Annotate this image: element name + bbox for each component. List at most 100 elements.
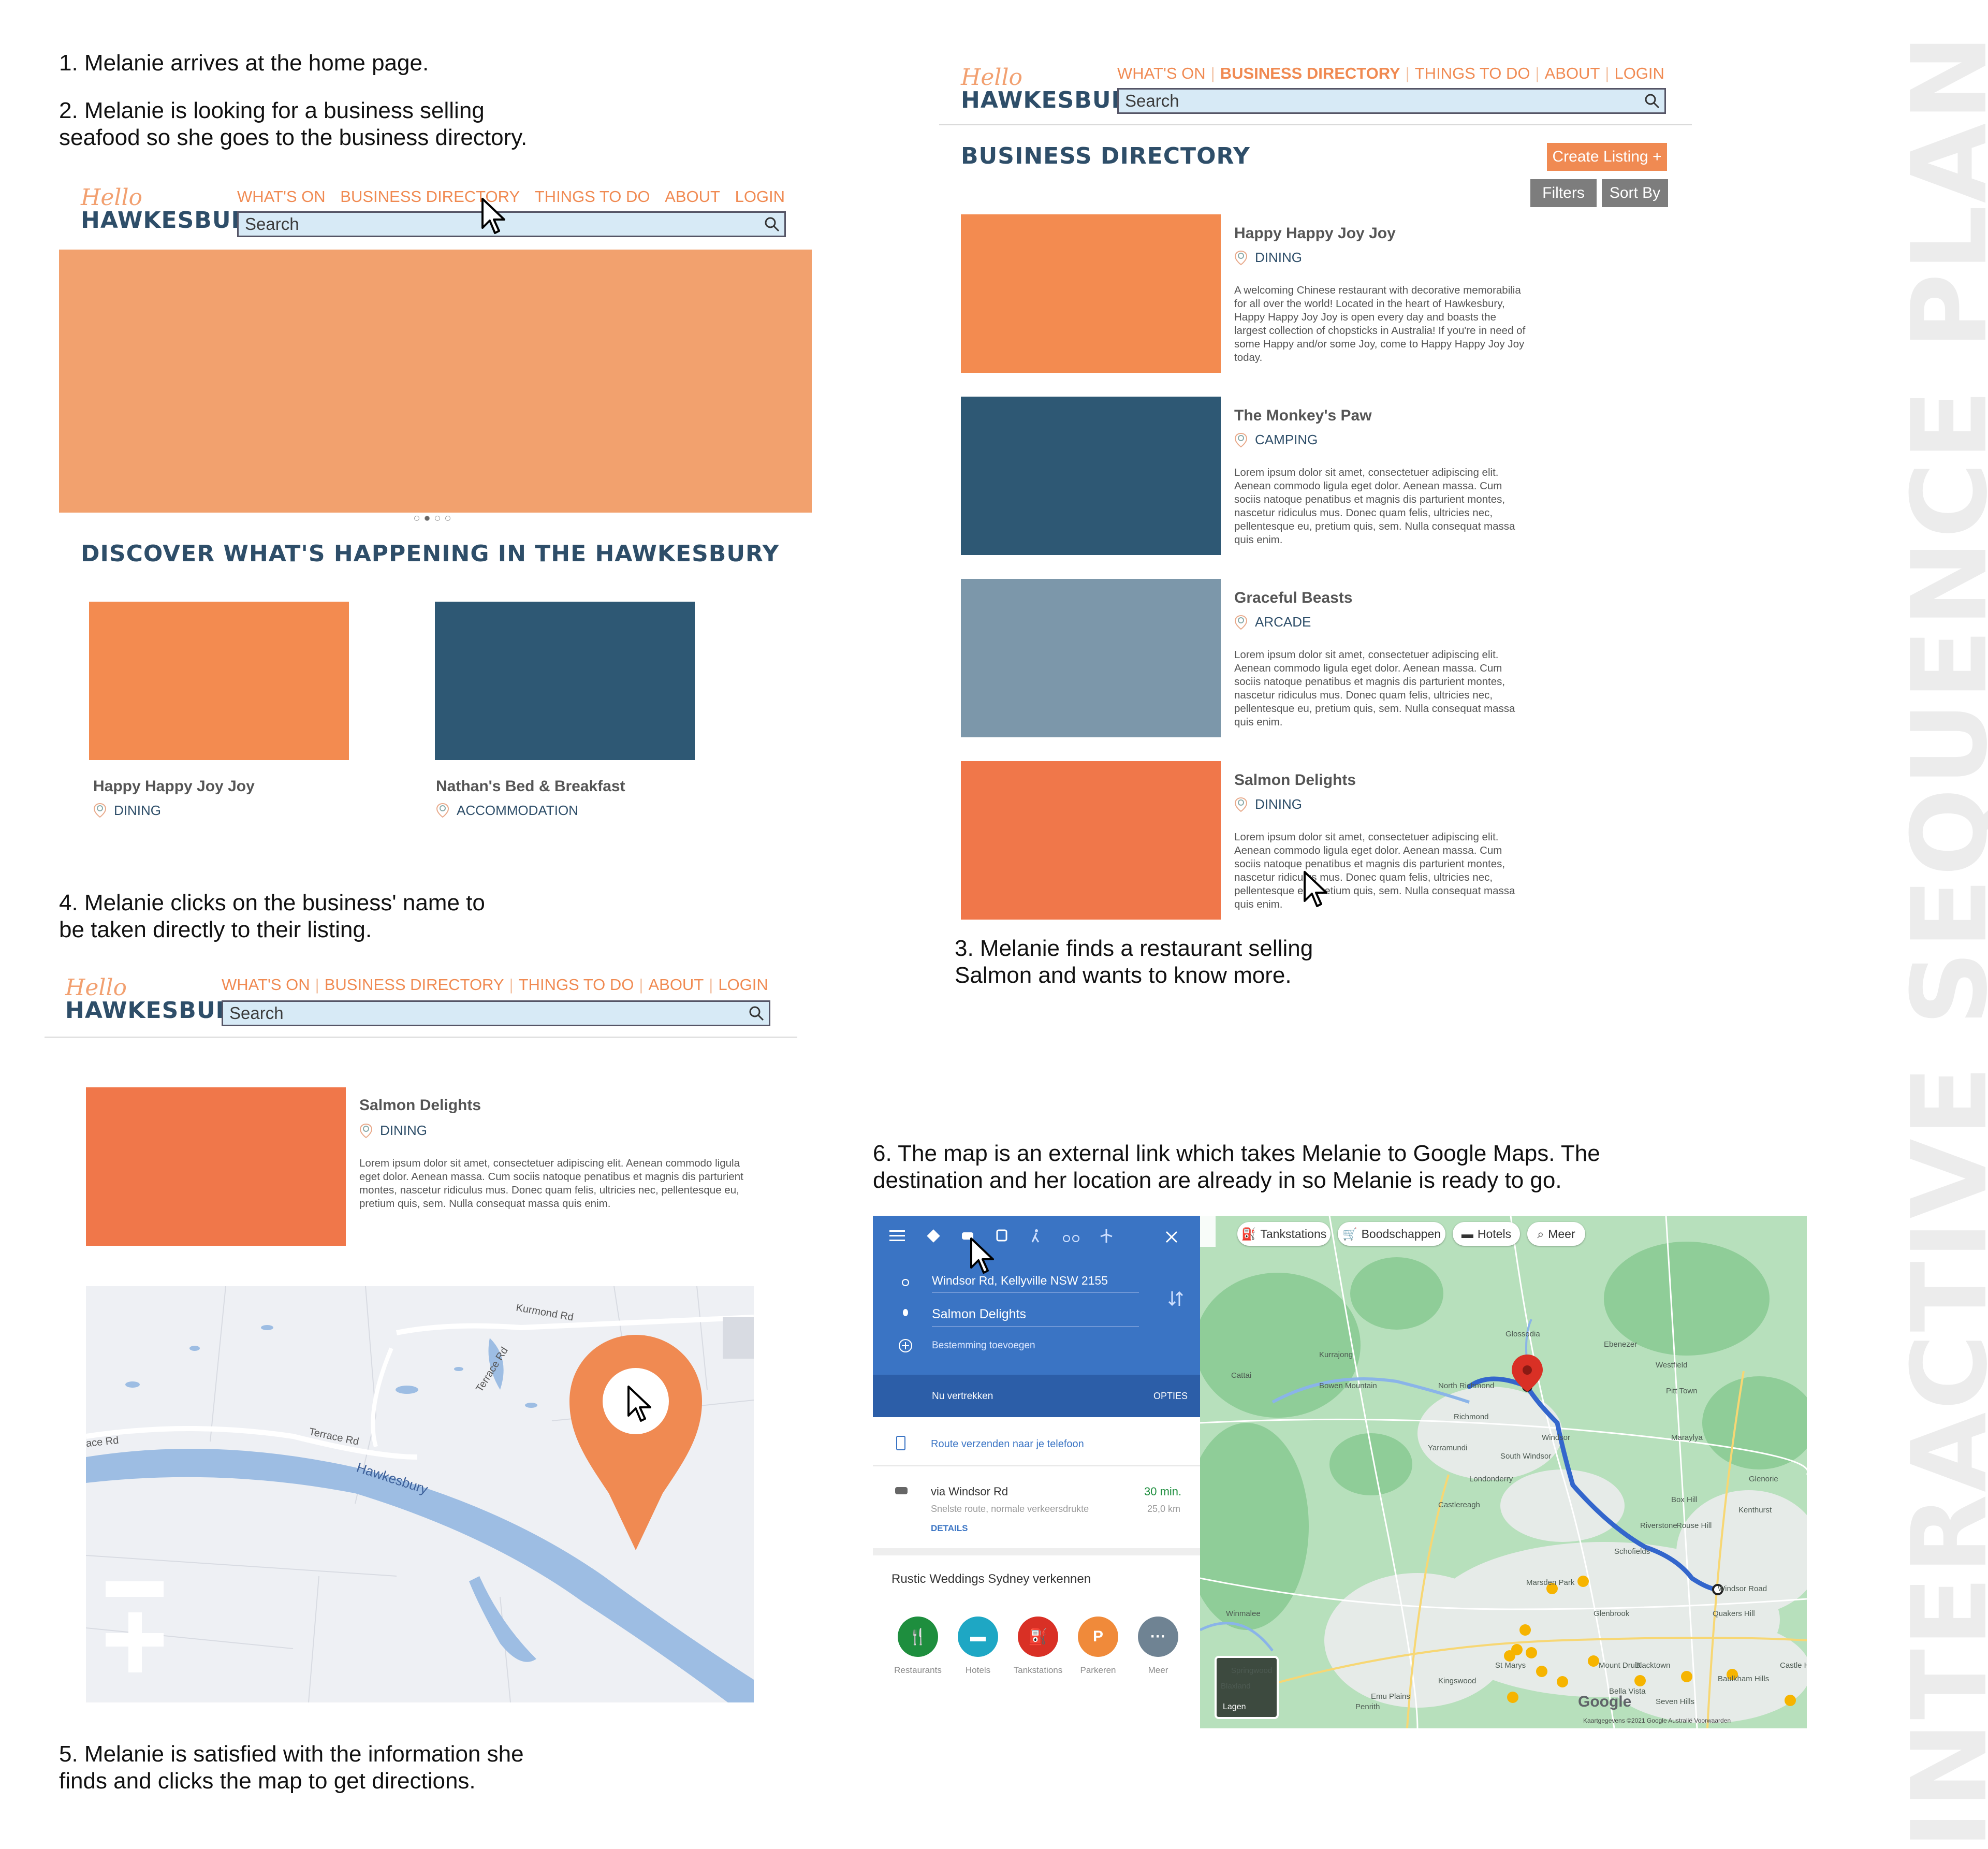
options-button[interactable]: OPTIES — [1153, 1391, 1188, 1401]
category-label: DINING — [114, 803, 161, 818]
carousel-dot[interactable] — [445, 516, 450, 521]
chip-label: Hotels — [1477, 1227, 1512, 1241]
site-logo[interactable]: Hello HAWKESBURY — [65, 974, 250, 1023]
home-card-image[interactable] — [435, 602, 695, 760]
chip-hotels[interactable]: ▬ Hotels — [1453, 1222, 1520, 1246]
listing-card-name[interactable]: The Monkey's Paw — [1234, 407, 1372, 424]
search-input[interactable]: Search — [1117, 88, 1666, 114]
parking-icon[interactable]: P — [1078, 1617, 1118, 1657]
chip-gas-stations[interactable]: ⛽ Tankstations — [1237, 1222, 1331, 1246]
search-input[interactable]: Search — [222, 1000, 770, 1026]
nav-about[interactable]: ABOUT — [1544, 64, 1600, 82]
map-place-label: Riverstone — [1640, 1521, 1677, 1530]
layers-button[interactable]: Lagen — [1223, 1702, 1246, 1711]
car-icon[interactable] — [960, 1228, 975, 1244]
nav-business-directory[interactable]: BUSINESS DIRECTORY — [340, 187, 520, 206]
create-listing-button[interactable]: Create Listing + — [1547, 143, 1667, 171]
listing-card-name[interactable]: Graceful Beasts — [1234, 589, 1353, 606]
bicycle-icon[interactable] — [1062, 1228, 1080, 1244]
depart-now-dropdown[interactable]: Nu vertrekken — [932, 1391, 993, 1402]
nav-whats-on[interactable]: WHAT'S ON — [1117, 64, 1206, 82]
hero-banner[interactable] — [59, 250, 812, 513]
filters-button[interactable]: Filters — [1530, 179, 1597, 207]
main-nav: WHAT'S ON | BUSINESS DIRECTORY | THINGS TO… — [1117, 64, 1664, 82]
search-input[interactable]: Search — [237, 211, 786, 237]
nav-things-to-do[interactable]: THINGS TO DO — [1414, 64, 1530, 82]
nav-login[interactable]: LOGIN — [718, 976, 768, 994]
site-logo[interactable]: Hello HAWKESBURY — [81, 186, 265, 234]
map-place-label: Bella Vista — [1609, 1687, 1646, 1696]
nav-about[interactable]: ABOUT — [648, 976, 704, 994]
search-icon[interactable] — [764, 216, 780, 232]
location-pin-icon — [1234, 797, 1248, 812]
logo-name: HAWKESBURY — [81, 207, 265, 234]
origin-input[interactable]: Windsor Rd, Kellyville NSW 2155 — [932, 1274, 1139, 1293]
gas-station-icon[interactable]: ⛽ — [1018, 1617, 1058, 1657]
transit-icon[interactable] — [994, 1228, 1010, 1244]
home-card-image[interactable] — [89, 602, 349, 760]
home-card-name[interactable]: Happy Happy Joy Joy — [93, 778, 255, 795]
map-place-label: Cattai — [1231, 1371, 1252, 1380]
nav-whats-on[interactable]: WHAT'S ON — [222, 976, 310, 994]
listing-card-name[interactable]: Happy Happy Joy Joy — [1234, 225, 1396, 242]
listing-card-name[interactable]: Salmon Delights — [1234, 771, 1356, 789]
map-place-label: Quakers Hill — [1713, 1609, 1755, 1618]
more-icon[interactable]: ··· — [1138, 1617, 1178, 1657]
logo-hello: Hello — [65, 974, 127, 1001]
menu-icon[interactable] — [889, 1229, 907, 1243]
logo-hello: Hello — [961, 64, 1023, 91]
search-placeholder: Search — [1125, 91, 1179, 110]
category-label: DINING — [380, 1123, 427, 1138]
add-destination-icon[interactable] — [898, 1338, 913, 1353]
divider — [873, 1548, 1200, 1555]
listing-card-image[interactable] — [961, 397, 1221, 555]
nav-about[interactable]: ABOUT — [665, 187, 720, 206]
nav-things-to-do[interactable]: THINGS TO DO — [534, 187, 650, 206]
map-place-label: Kenthurst — [1738, 1506, 1772, 1515]
chip-more[interactable]: ⌕ Meer — [1527, 1222, 1585, 1246]
location-pin-icon — [1234, 250, 1248, 265]
collapse-panel-button[interactable] — [1200, 1216, 1216, 1247]
map-place-label: Londonderry — [1469, 1475, 1513, 1483]
chip-groceries[interactable]: 🛒 Boodschappen — [1338, 1222, 1445, 1246]
directory-title: BUSINESS DIRECTORY — [961, 143, 1250, 169]
flight-icon[interactable] — [1099, 1228, 1114, 1244]
send-to-phone-icon — [896, 1436, 905, 1450]
directions-icon[interactable] — [926, 1228, 941, 1244]
nav-login[interactable]: LOGIN — [1614, 64, 1664, 82]
swap-icon[interactable] — [1168, 1289, 1183, 1308]
gmaps-depart-bar — [873, 1375, 1200, 1417]
nav-business-directory[interactable]: BUSINESS DIRECTORY — [324, 976, 504, 994]
carousel-dot[interactable] — [425, 516, 430, 521]
listing-card-image[interactable] — [961, 761, 1221, 920]
nav-login[interactable]: LOGIN — [735, 187, 785, 206]
listing-card-image[interactable] — [961, 579, 1221, 737]
route-details-link[interactable]: DETAILS — [931, 1523, 968, 1533]
listing-card-image[interactable] — [961, 214, 1221, 373]
close-icon[interactable] — [1165, 1230, 1178, 1244]
search-icon[interactable] — [1644, 93, 1660, 109]
sort-by-button[interactable]: Sort By — [1602, 179, 1668, 207]
listing-card-category: DINING — [1234, 250, 1302, 266]
listing-description: Lorem ipsum dolor sit amet, consectetuer… — [359, 1157, 743, 1210]
map-place-label: Blacktown — [1635, 1661, 1671, 1670]
listing-map[interactable]: Kurmond Rd Terrace Rd Terrace Rd ace Rd … — [86, 1286, 754, 1702]
search-icon[interactable] — [748, 1005, 765, 1022]
site-logo[interactable]: Hello HAWKESBURY — [961, 64, 1145, 113]
walk-icon[interactable] — [1028, 1228, 1044, 1244]
nav-things-to-do[interactable]: THINGS TO DO — [518, 976, 634, 994]
explore-label: Restaurants — [894, 1665, 942, 1675]
nav-whats-on[interactable]: WHAT'S ON — [237, 187, 326, 206]
home-card-name[interactable]: Nathan's Bed & Breakfast — [436, 778, 625, 795]
nav-business-directory[interactable]: BUSINESS DIRECTORY — [1220, 64, 1400, 82]
carousel-dot[interactable] — [414, 516, 419, 521]
route-via[interactable]: via Windsor Rd — [931, 1485, 1008, 1498]
gmaps-map[interactable]: Richmond North Richmond Windsor South Winds… — [1200, 1216, 1807, 1728]
restaurants-icon[interactable]: 🍴 — [898, 1617, 938, 1657]
destination-input[interactable]: Salmon Delights — [932, 1307, 1139, 1327]
map-marker-icon[interactable] — [567, 1333, 704, 1553]
carousel-dot[interactable] — [435, 516, 440, 521]
send-route-link[interactable]: Route verzenden naar je telefoon — [931, 1438, 1084, 1450]
add-destination-link[interactable]: Bestemming toevoegen — [932, 1340, 1035, 1351]
hotels-icon[interactable]: ▬ — [958, 1617, 998, 1657]
